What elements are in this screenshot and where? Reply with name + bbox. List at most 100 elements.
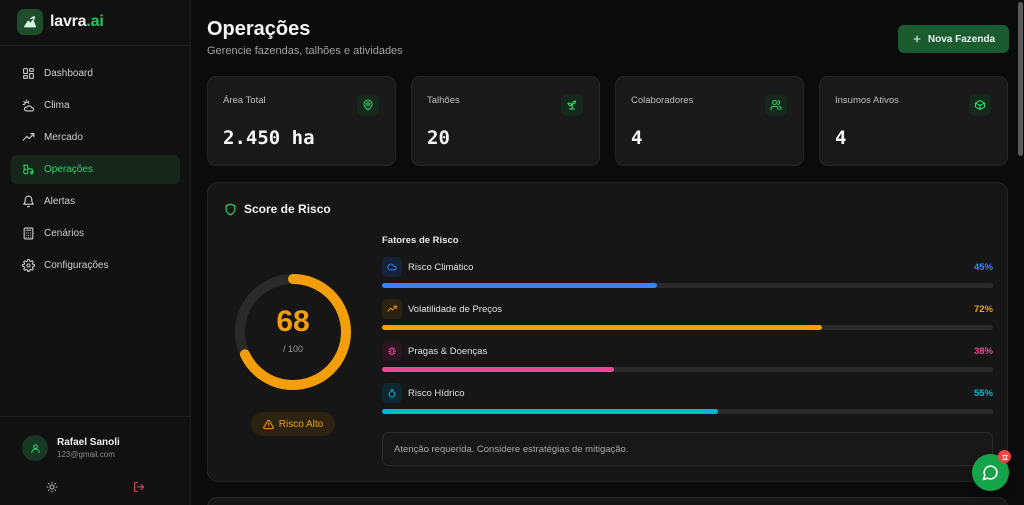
sidebar-nav: Dashboard Clima Mercado Operações Alerta… [11, 59, 180, 283]
cloud-icon [382, 257, 402, 277]
risk-factor-percent: 45% [973, 262, 993, 273]
warning-icon [262, 419, 274, 429]
brand[interactable]: lavra.ai [17, 9, 104, 35]
stat-card-talhoes: Talhões 20 [411, 76, 600, 166]
sidebar-item-configuracoes[interactable]: Configurações [11, 251, 180, 280]
mountain-chart-icon [17, 9, 43, 35]
next-section-panel [207, 497, 1008, 505]
page-subtitle: Gerencie fazendas, talhões e atividades [207, 45, 403, 57]
sidebar-item-label: Mercado [44, 132, 83, 143]
new-farm-button[interactable]: Nova Fazenda [898, 25, 1009, 53]
grid-icon [23, 68, 34, 79]
user-email: 123@gmail.com [57, 450, 115, 459]
risk-level-badge-label: Risco Alto [278, 418, 324, 430]
risk-factor-bar-track [382, 367, 993, 372]
sidebar-item-alertas[interactable]: Alertas [11, 187, 180, 216]
risk-score-max: / 100 [282, 344, 304, 354]
avatar [22, 435, 48, 461]
stat-value: 4 [835, 127, 847, 149]
logout-button[interactable] [133, 480, 145, 492]
plus-icon [913, 35, 921, 43]
sidebar-item-label: Configurações [44, 260, 109, 271]
risk-factor-bar-fill [382, 325, 822, 330]
risk-score-title: Score de Risco [224, 202, 331, 216]
box-icon [969, 94, 991, 116]
theme-toggle-button[interactable] [46, 480, 58, 493]
risk-alert-message: Atenção requerida. Considere estratégias… [382, 432, 993, 466]
risk-gauge-arc [235, 274, 351, 390]
risk-level-badge: Risco Alto [251, 412, 335, 436]
sidebar-item-operacoes[interactable]: Operações [11, 155, 180, 184]
stat-value: 20 [427, 127, 450, 149]
stat-label: Área Total [223, 95, 266, 106]
sidebar-divider-bottom [0, 416, 191, 417]
risk-factor-name: Risco Hídrico [408, 388, 465, 399]
stat-card-insumos-ativos: Insumos Ativos 4 [819, 76, 1008, 166]
risk-factor-hidrico: Risco Hídrico 55% [382, 383, 993, 419]
bell-icon [23, 195, 34, 208]
map-pin-icon [357, 94, 379, 116]
user-icon [30, 443, 40, 453]
page-scrollbar[interactable] [1018, 2, 1023, 156]
stat-label: Insumos Ativos [835, 95, 899, 106]
user-name: Rafael Sanoli [57, 437, 120, 448]
risk-score-panel: Score de Risco 68 / 100 Risco Alto Fator… [207, 182, 1008, 482]
stat-label: Colaboradores [631, 95, 694, 106]
chat-bubble-icon [982, 465, 998, 481]
trending-up-icon [22, 133, 35, 141]
risk-score-value: 68 [276, 305, 310, 338]
user-profile[interactable]: Rafael Sanoli 123@gmail.com [22, 435, 120, 461]
sidebar-item-clima[interactable]: Clima [11, 91, 180, 120]
chat-notification-badge [998, 450, 1011, 463]
risk-factors-title: Fatores de Risco [382, 235, 459, 246]
sidebar-item-label: Alertas [44, 196, 76, 207]
bug-icon [382, 341, 402, 361]
risk-factor-name: Pragas & Doenças [408, 346, 488, 357]
shield-icon [225, 202, 236, 216]
risk-factor-name: Volatilidade de Preços [408, 304, 503, 315]
brand-name-suffix: .ai [86, 13, 104, 30]
sidebar-item-cenarios[interactable]: Cenários [11, 219, 180, 248]
risk-factor-climatico: Risco Climático 45% [382, 257, 993, 293]
risk-factor-bar-track [382, 283, 993, 288]
sun-cloud-icon [22, 99, 35, 112]
gear-icon [22, 259, 35, 272]
risk-factor-name: Risco Climático [408, 262, 474, 273]
risk-factor-percent: 72% [973, 304, 993, 315]
risk-factor-percent: 55% [973, 388, 993, 399]
tractor-icon [23, 164, 34, 175]
droplet-icon [382, 383, 402, 403]
sun-icon [46, 481, 58, 493]
sidebar-item-label: Clima [44, 100, 70, 111]
risk-factor-percent: 38% [973, 346, 993, 357]
risk-factor-bar-fill [382, 409, 719, 414]
risk-factor-bar-fill [382, 367, 615, 372]
risk-factor-bar-track [382, 409, 993, 414]
risk-gauge [235, 274, 351, 390]
users-icon [765, 94, 787, 116]
logout-icon [134, 482, 144, 492]
brand-name-prefix: lavra [50, 13, 87, 30]
stat-value: 2.450 ha [223, 127, 315, 149]
sidebar-item-label: Operações [44, 164, 93, 175]
new-farm-button-label: Nova Fazenda [927, 33, 996, 45]
sidebar-item-mercado[interactable]: Mercado [11, 123, 180, 152]
stat-card-colaboradores: Colaboradores 4 [615, 76, 804, 166]
stat-card-area-total: Área Total 2.450 ha [207, 76, 396, 166]
sidebar-item-label: Dashboard [44, 68, 93, 79]
sidebar-item-dashboard[interactable]: Dashboard [11, 59, 180, 88]
risk-factor-pragas: Pragas & Doenças 38% [382, 341, 993, 377]
page-title: Operações [207, 18, 311, 40]
risk-score-title-text: Score de Risco [244, 202, 331, 216]
sidebar-divider-top [0, 45, 191, 46]
stat-value: 4 [631, 127, 643, 149]
stat-label: Talhões [427, 95, 460, 106]
risk-factor-bar-fill [382, 283, 657, 288]
risk-factor-volatilidade: Volatilidade de Preços 72% [382, 299, 993, 335]
sidebar-item-label: Cenários [44, 228, 85, 239]
bug-icon [1001, 454, 1008, 460]
sidebar: lavra.ai Dashboard Clima Mercado Operaçõ… [0, 0, 191, 505]
risk-factor-bar-track [382, 325, 993, 330]
calculator-icon [23, 227, 34, 240]
sprout-icon [561, 94, 583, 116]
